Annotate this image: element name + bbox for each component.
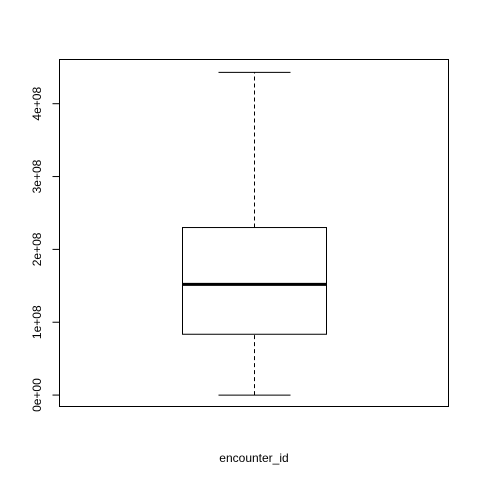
box-layer	[182, 71, 327, 396]
y-tick-label: 3e+08	[30, 159, 44, 193]
iqr-box	[182, 227, 327, 335]
y-tick-label: 4e+08	[30, 87, 44, 121]
x-axis-label: encounter_id	[219, 451, 288, 465]
y-tick-label: 1e+08	[30, 305, 44, 339]
y-axis: 0e+00 1e+08 2e+08 3e+08 4e+08	[30, 87, 60, 412]
y-tick-label: 0e+00	[30, 378, 44, 412]
y-tick-label: 2e+08	[30, 232, 44, 266]
